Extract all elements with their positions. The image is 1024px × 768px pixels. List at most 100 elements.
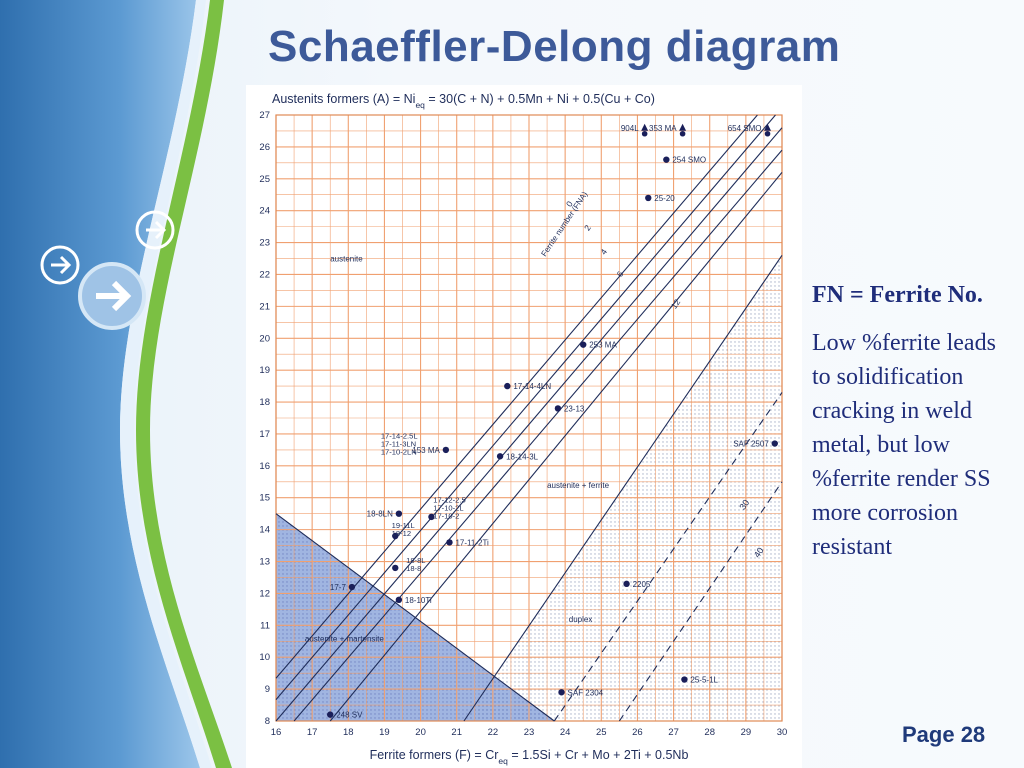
data-point-label: 25-20 [654, 194, 675, 203]
fn-line-4 [275, 127, 783, 722]
stacked-label-line: 17-10-2L [433, 504, 463, 513]
x-tick-label: 25 [596, 727, 607, 738]
y-axis-label: Austenits formers (A) = Nieq = 30(C + N)… [272, 92, 655, 110]
fn-line-label: 2 [582, 223, 593, 233]
arrow-right-icon [40, 245, 80, 285]
data-point-label: 654 SMO [728, 124, 762, 133]
region-label: austenite + ferrite [547, 481, 610, 490]
stacked-label-line: 18-8L [406, 556, 425, 565]
x-axis-label-rest: = 1.5Si + Cr + Mo + 2Ti + 0.5Nb [508, 748, 689, 762]
chart-panel: 0 2 4 6 12 Ferrite number (FNA) 30 40 austenite a… [246, 85, 802, 768]
data-point [327, 711, 334, 718]
y-tick-label: 12 [259, 588, 270, 599]
fn-line-12 [329, 172, 783, 722]
data-point [554, 405, 562, 412]
region-label: austenite [330, 255, 363, 264]
data-point [679, 130, 686, 137]
data-point-label: 254 SMO [672, 156, 706, 165]
fn-heading: FN = Ferrite No. [812, 282, 983, 308]
x-tick-label: 30 [777, 727, 788, 738]
y-tick-label: 19 [259, 365, 270, 376]
data-point-label: 18-8LN [367, 510, 393, 519]
fn-line-6 [293, 149, 783, 722]
data-point [623, 580, 630, 588]
y-tick-label: 10 [259, 652, 270, 663]
y-tick-label: 20 [259, 333, 270, 344]
data-point-label: 17-7 [330, 583, 347, 592]
data-point [442, 446, 450, 454]
data-point [395, 510, 403, 517]
data-point-label: 25-5-1L [690, 676, 718, 685]
data-point [641, 130, 648, 137]
martensite-boundary [275, 513, 555, 722]
ferrite-boundary [463, 255, 783, 722]
data-point-label: 353 MA [649, 124, 677, 133]
x-tick-label: 27 [668, 727, 679, 738]
y-tick-label: 23 [259, 238, 270, 249]
y-tick-label: 18 [259, 397, 270, 408]
data-point-triangle [679, 123, 687, 131]
x-tick-label: 21 [451, 727, 462, 738]
data-point-label: SAF 2507 [733, 440, 769, 449]
data-point-label: 248 SV [336, 711, 363, 720]
data-point [764, 130, 771, 137]
data-point [446, 539, 453, 546]
fn-line-label: 0 [564, 199, 575, 209]
data-point [558, 689, 565, 696]
y-tick-label: 24 [259, 206, 270, 217]
ferrite-percent-line-30 [553, 392, 783, 722]
x-axis-label-sub: eq [498, 756, 508, 766]
fn-line-label: 12 [669, 297, 683, 311]
y-tick-label: 26 [259, 142, 270, 153]
data-point-label: 253 MA [589, 341, 617, 350]
data-point [392, 532, 399, 540]
y-tick-label: 17 [259, 429, 270, 440]
y-tick-label: 25 [259, 174, 270, 185]
y-tick-label: 11 [260, 620, 270, 631]
data-point [504, 382, 511, 390]
data-point-label: 17-11-2Ti [455, 538, 489, 547]
page-number: Page 28 [902, 722, 986, 747]
fn-line-label: 4 [598, 247, 609, 257]
y-axis-label-sub: eq [415, 100, 425, 110]
y-tick-label: 13 [259, 557, 270, 568]
data-point-label: 904L [621, 124, 639, 133]
plot-frame [275, 114, 783, 722]
data-point [392, 564, 399, 572]
arrow-right-icon [135, 210, 175, 250]
x-tick-label: 26 [632, 727, 643, 738]
x-tick-label: 24 [560, 727, 571, 738]
data-point-label: 23-13 [564, 404, 585, 413]
data-point [580, 341, 587, 348]
x-axis-label: Ferrite formers (F) = Creq = 1.5Si + Cr … [370, 748, 689, 766]
data-point-label: 153 MA [412, 446, 440, 455]
data-point-label: SAF 2304 [568, 688, 604, 697]
x-tick-label: 23 [524, 727, 535, 738]
data-point-label: 18-14-3L [506, 452, 539, 461]
x-tick-label: 18 [343, 727, 354, 738]
data-point [348, 583, 356, 591]
stacked-label-line: 19-11L [392, 521, 415, 530]
stacked-label-line: 18-8 [406, 564, 421, 573]
ferrite-percent-label: 30 [737, 498, 751, 512]
data-point-label: 2205 [633, 580, 651, 589]
slide-title: Schaeffler-Delong diagram [268, 22, 841, 71]
ferrite-percent-label: 40 [752, 546, 766, 560]
stacked-label-line: 18-12 [392, 529, 411, 538]
y-tick-label: 8 [265, 716, 270, 727]
y-tick-label: 22 [259, 269, 270, 280]
data-point [428, 513, 435, 521]
arrow-right-icon [78, 262, 146, 330]
fn-line-label: 6 [615, 269, 626, 279]
data-point-label: 17-14-4LN [513, 382, 551, 391]
region-label: austenite + martensite [305, 634, 384, 643]
x-tick-label: 20 [415, 727, 426, 738]
x-tick-label: 16 [271, 727, 282, 738]
y-axis-label-rest: = 30(C + N) + 0.5Mn + Ni + 0.5(Cu + Co) [425, 92, 655, 106]
region-label: duplex [569, 615, 593, 624]
data-point-triangle [641, 123, 649, 131]
data-point-label: 18-10Ti [405, 596, 432, 605]
stacked-label-line: 17-12-2.5 [433, 496, 466, 505]
